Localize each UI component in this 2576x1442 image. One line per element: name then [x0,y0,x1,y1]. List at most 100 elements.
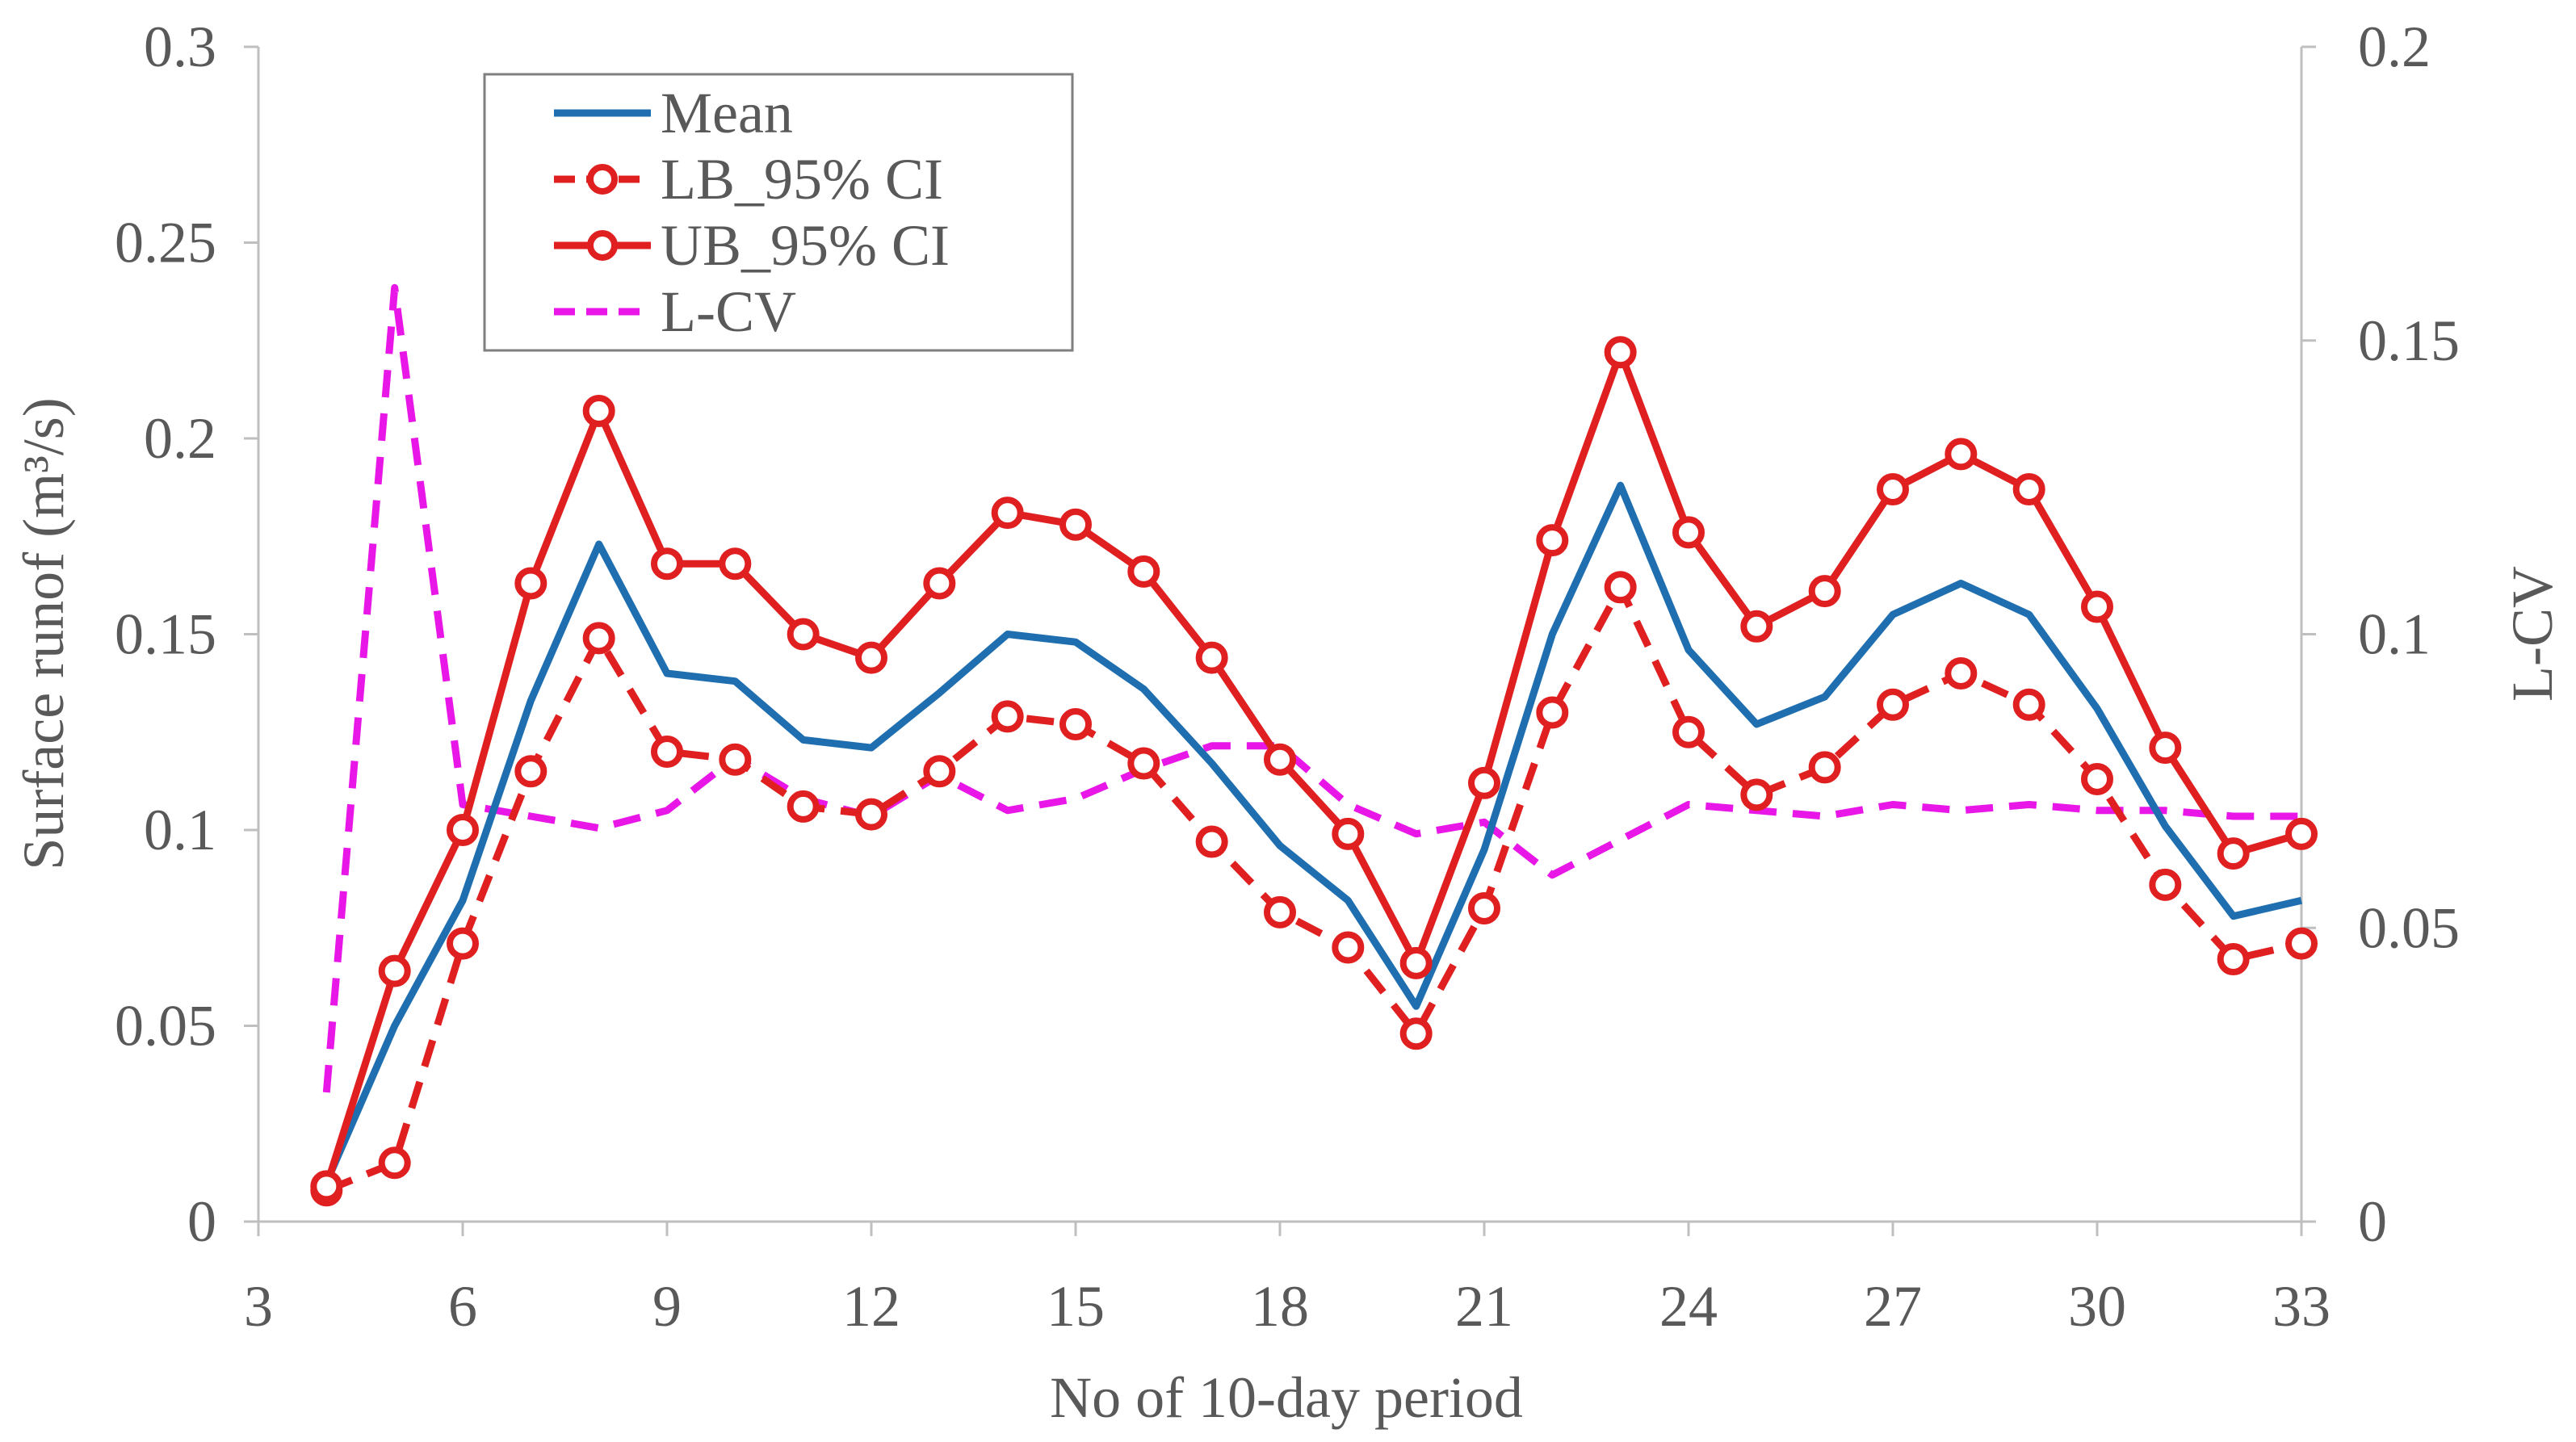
y-tick-label: 0.25 [115,211,216,275]
data-point-ub-95-ci [1332,817,1365,850]
data-point-ub-95-ci [651,547,683,581]
data-point-ub-95-ci [1264,743,1296,776]
data-point-lb-95-ci [855,798,887,831]
y-tick-label: 0.15 [115,602,216,667]
data-point-lb-95-ci [1877,688,1909,721]
x-tick-label: 18 [1251,1274,1309,1339]
data-point-lb-95-ci [2081,762,2113,795]
legend-label-lb-95-ci: LB_95% CI [661,147,943,212]
x-tick-label: 27 [1864,1274,1922,1339]
data-point-ub-95-ci [1945,438,1978,471]
data-point-ub-95-ci [2081,590,2113,623]
data-point-lb-95-ci [378,1146,411,1180]
data-point-ub-95-ci [1808,575,1841,608]
data-point-lb-95-ci [1604,571,1637,604]
data-point-lb-95-ci [1059,708,1092,741]
data-point-lb-95-ci [582,622,615,655]
data-point-lb-95-ci [719,743,752,776]
data-point-lb-95-ci [447,927,479,960]
y-tick-label: 0.2 [144,406,216,471]
data-point-ub-95-ci [1468,766,1500,799]
data-point-lb-95-ci [1945,657,1978,690]
data-point-ub-95-ci [1536,524,1569,557]
data-point-lb-95-ci [1672,715,1705,748]
data-point-ub-95-ci [1604,336,1637,369]
data-point-ub-95-ci [447,814,479,846]
x-tick-label: 21 [1455,1274,1513,1339]
x-tick-label: 33 [2272,1274,2331,1339]
x-tick-label: 30 [2068,1274,2126,1339]
data-point-lb-95-ci [1332,931,1365,964]
x-tick-label: 12 [842,1274,900,1339]
data-point-lb-95-ci [991,700,1024,733]
data-point-ub-95-ci [1740,610,1773,643]
y2-tick-label: 0.05 [2358,895,2460,960]
data-point-ub-95-ci [2285,817,2318,850]
y2-tick-label: 0.1 [2358,602,2431,667]
x-tick-label: 6 [448,1274,477,1339]
legend-box [483,73,1074,352]
x-tick-label: 9 [652,1274,682,1339]
data-point-ub-95-ci [787,618,820,651]
data-point-ub-95-ci [1195,641,1228,674]
data-point-ub-95-ci [1672,516,1705,549]
data-point-lb-95-ci [787,790,820,823]
legend-marker-ub-95-ci [587,230,618,261]
data-point-ub-95-ci [310,1170,343,1203]
axis-ticks: 3 6 9 12 15 18 21 24 27 30 33 0 0.05 0.1 0.15 0.2 0.25 0.… [115,15,2460,1339]
y-tick-label: 0.3 [144,15,216,79]
y-axis-title: Surface runof (m³/s) [11,397,76,870]
data-point-ub-95-ci [2217,837,2250,870]
y2-tick-label: 0.15 [2358,308,2460,373]
legend-label-l-cv: L-CV [661,279,796,344]
data-point-lb-95-ci [2149,868,2182,901]
series-line-mean [323,481,2303,1184]
legend-label-ub-95-ci: UB_95% CI [661,213,950,278]
data-point-ub-95-ci [923,567,956,600]
data-point-lb-95-ci [923,755,956,788]
legend-label-mean: Mean [661,81,793,145]
y-tick-label: 0 [187,1189,216,1254]
data-point-ub-95-ci [991,497,1024,530]
data-point-ub-95-ci [378,954,411,987]
y2-tick-label: 0 [2358,1189,2387,1254]
data-point-lb-95-ci [1195,825,1228,858]
series-line-ub-95-ci [323,348,2303,1188]
y2-tick-label: 0.2 [2358,15,2431,79]
y-tick-label: 0.1 [144,798,216,862]
data-point-lb-95-ci [2285,927,2318,960]
data-point-lb-95-ci [1536,696,1569,729]
data-point-ub-95-ci [1877,473,1909,506]
data-point-lb-95-ci [1264,895,1296,928]
series-line-lb-95-ci [325,583,2303,1194]
x-tick-label: 24 [1659,1274,1718,1339]
data-point-ub-95-ci [2012,473,2045,506]
data-point-ub-95-ci [1127,555,1160,588]
legend-marker-lb-95-ci [587,164,618,195]
series-line-l-cv [322,283,2301,1093]
data-point-lb-95-ci [1808,751,1841,784]
y-tick-label: 0.05 [115,994,216,1058]
data-point-ub-95-ci [855,641,887,674]
y2-axis-title: L-CV [2500,566,2565,702]
data-point-lb-95-ci [1468,892,1500,924]
x-tick-label: 3 [244,1274,273,1339]
data-point-ub-95-ci [1059,508,1092,541]
data-point-ub-95-ci [514,567,548,600]
data-point-ub-95-ci [1399,946,1433,979]
data-point-ub-95-ci [582,395,615,428]
data-point-lb-95-ci [1127,747,1160,780]
data-point-lb-95-ci [514,755,548,788]
data-point-ub-95-ci [719,547,752,581]
data-point-ub-95-ci [2149,731,2182,765]
x-axis-title: No of 10-day period [1050,1365,1523,1430]
data-point-lb-95-ci [2217,943,2250,976]
data-point-lb-95-ci [1399,1017,1433,1050]
x-tick-label: 15 [1047,1274,1105,1339]
data-point-lb-95-ci [1740,778,1773,811]
data-point-lb-95-ci [651,736,683,768]
data-point-lb-95-ci [2012,688,2045,721]
series-layer [310,283,2318,1207]
